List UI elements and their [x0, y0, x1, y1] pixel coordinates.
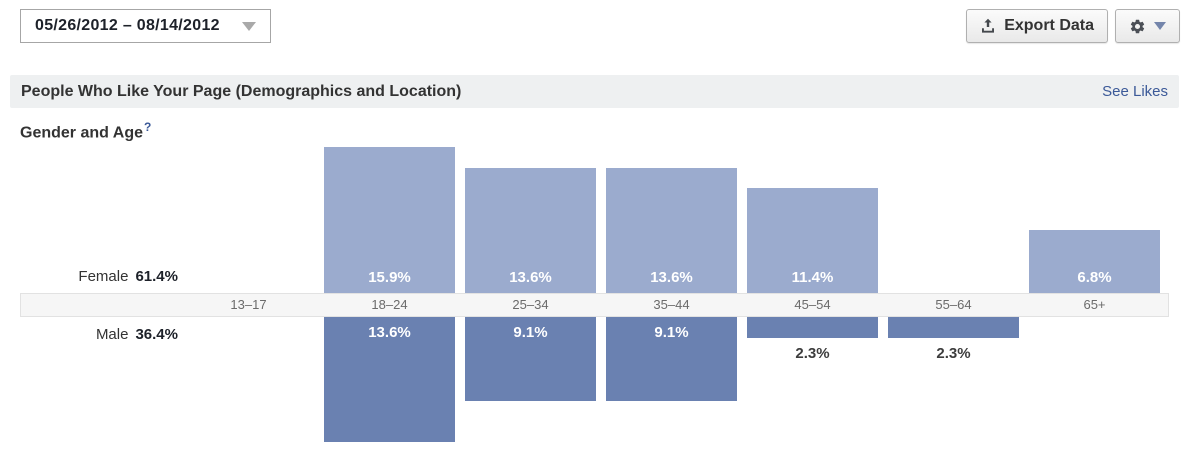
male-bar: 13.6% [324, 317, 455, 442]
age-axis-label: 35–44 [653, 297, 690, 312]
see-likes-link[interactable]: See Likes [1102, 83, 1168, 100]
bar-value-label: 9.1% [513, 324, 548, 341]
bar-value-label: 2.3% [795, 345, 830, 362]
section-title: People Who Like Your Page (Demographics … [21, 82, 462, 100]
age-axis-label: 25–34 [512, 297, 549, 312]
female-total: 61.4% [135, 268, 178, 285]
bar-value-label: 9.1% [654, 324, 689, 341]
date-range-selector[interactable]: 05/26/2012 – 08/14/2012 [20, 9, 271, 43]
female-bar: 13.6% [606, 168, 737, 293]
date-range-value: 05/26/2012 – 08/14/2012 [35, 17, 220, 34]
bar-value-label: 2.3% [936, 345, 971, 362]
female-series-label: Female [78, 268, 129, 285]
bar-value-label: 6.8% [1077, 269, 1112, 286]
chart-title-text: Gender and Age [20, 124, 143, 142]
male-legend: Male 36.4% [20, 326, 178, 343]
male-bar: 9.1% [606, 317, 737, 401]
age-axis-label: 18–24 [371, 297, 408, 312]
female-bar: 15.9% [324, 147, 455, 293]
chevron-down-icon [241, 21, 256, 31]
gear-icon [1129, 18, 1146, 35]
age-axis-label: 65+ [1083, 297, 1106, 312]
toolbar-buttons: Export Data [966, 9, 1180, 43]
export-label: Export Data [1004, 17, 1094, 34]
male-series-label: Male [95, 326, 129, 343]
male-bar [888, 317, 1019, 338]
female-legend: Female 61.4% [20, 268, 178, 285]
age-axis-label: 45–54 [794, 297, 831, 312]
age-axis-label: 55–64 [935, 297, 972, 312]
help-icon[interactable]: ? [143, 120, 152, 134]
female-bar: 13.6% [465, 168, 596, 293]
bar-value-label: 13.6% [509, 269, 552, 286]
bar-value-label: 13.6% [368, 324, 411, 341]
age-axis-strip [20, 293, 1169, 317]
export-data-button[interactable]: Export Data [966, 9, 1108, 43]
bar-value-label: 13.6% [650, 269, 693, 286]
settings-button[interactable] [1115, 9, 1180, 43]
female-bar: 6.8% [1029, 230, 1160, 293]
bar-value-label: 15.9% [368, 269, 411, 286]
section-header: People Who Like Your Page (Demographics … [10, 75, 1179, 108]
female-bar: 11.4% [747, 188, 878, 293]
male-total: 36.4% [135, 326, 178, 343]
bar-value-label: 11.4% [791, 269, 834, 286]
age-axis-label: 13–17 [230, 297, 267, 312]
chart-title: Gender and Age? [20, 120, 151, 142]
male-bar [747, 317, 878, 338]
male-bar: 9.1% [465, 317, 596, 401]
chevron-down-icon [1154, 22, 1166, 30]
export-icon [980, 18, 996, 34]
